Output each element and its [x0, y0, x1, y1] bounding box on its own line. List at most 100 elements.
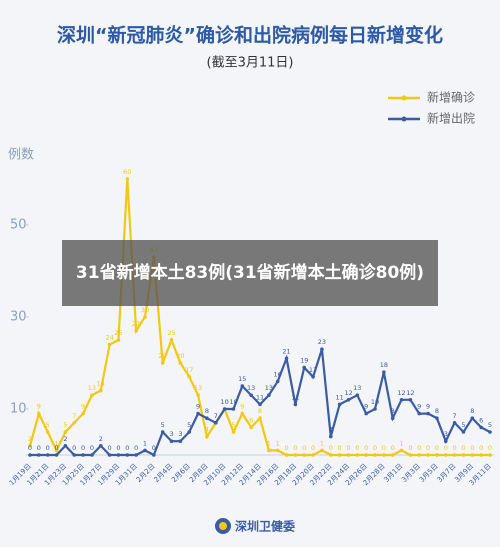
point: [258, 402, 262, 407]
chart-subtitle: (截至3月11日): [207, 56, 294, 71]
point: [187, 375, 192, 379]
point: [37, 411, 41, 416]
data-label: 12: [397, 389, 405, 397]
point: [461, 430, 466, 434]
point: [275, 448, 280, 453]
point: [328, 434, 333, 439]
point: [205, 416, 209, 421]
y-axis-label: 例数: [8, 148, 34, 163]
point: [328, 453, 333, 457]
point: [205, 434, 209, 439]
data-label: 9: [426, 403, 430, 411]
data-label: 25: [167, 329, 175, 337]
data-label: 3: [178, 430, 182, 438]
data-label: 1: [276, 439, 280, 447]
data-label: 13: [353, 384, 361, 392]
data-label: 0: [152, 444, 156, 452]
x-tick-label: 3月1日: [383, 462, 405, 484]
data-label: 5: [187, 421, 191, 429]
data-label: 30: [141, 306, 149, 314]
point: [399, 398, 404, 402]
data-label: 27: [132, 320, 140, 328]
data-label: 18: [380, 361, 388, 369]
point: [249, 393, 253, 398]
point: [169, 439, 174, 444]
data-label: 5: [231, 421, 235, 429]
data-label: 0: [346, 444, 350, 452]
data-label: 15: [238, 375, 246, 383]
point: [116, 338, 121, 342]
x-tick-label: 3月7日: [436, 462, 458, 484]
data-label: 4: [329, 426, 333, 434]
point: [364, 453, 368, 457]
point: [222, 407, 227, 411]
data-label: 1: [320, 439, 324, 447]
point: [54, 448, 59, 453]
data-label: 11: [335, 393, 343, 401]
point: [178, 361, 183, 365]
overlay-caption: 31省新增本土83例(31省新增本土确诊80例): [62, 240, 438, 306]
data-label: 0: [391, 444, 395, 452]
data-label: 9: [364, 403, 368, 411]
data-label: 0: [108, 444, 112, 452]
legend-label: 新增确诊: [427, 90, 475, 105]
point: [337, 402, 342, 407]
point: [435, 453, 439, 457]
source: 深圳卫健委: [235, 519, 296, 534]
data-label: 5: [488, 421, 492, 429]
point: [143, 315, 147, 319]
data-label: 0: [284, 444, 288, 452]
x-tick-label: 2月2日: [135, 462, 157, 484]
point: [470, 453, 475, 457]
point: [231, 407, 236, 411]
data-label: 5: [461, 421, 465, 429]
legend-marker: [401, 95, 407, 101]
data-label: 9: [196, 403, 200, 411]
data-label: 20: [176, 352, 184, 360]
point: [258, 416, 262, 421]
data-label: 1: [267, 439, 271, 447]
data-label: 10: [220, 398, 228, 406]
data-label: 0: [453, 444, 457, 452]
point: [116, 453, 121, 457]
data-label: 0: [72, 444, 76, 452]
point: [63, 444, 68, 448]
data-label: 0: [470, 444, 474, 452]
point: [488, 453, 492, 457]
y-tick-label: 30: [10, 310, 27, 325]
data-label: 10: [371, 398, 379, 406]
data-label: 10: [229, 398, 237, 406]
data-label: 2: [28, 435, 32, 443]
data-label: 1: [143, 439, 147, 447]
point: [417, 411, 422, 416]
point: [240, 384, 245, 388]
data-label: 0: [81, 444, 85, 452]
point: [196, 393, 200, 398]
point: [134, 329, 138, 333]
point: [426, 453, 430, 457]
data-label: 0: [417, 444, 421, 452]
point: [90, 393, 94, 398]
point: [213, 421, 218, 425]
point: [143, 448, 147, 453]
data-label: 8: [205, 407, 209, 415]
point: [479, 453, 483, 457]
logo-inner: [219, 522, 227, 530]
data-label: 13: [247, 384, 255, 392]
data-label: 21: [282, 347, 290, 355]
point: [443, 439, 448, 444]
data-label: 7: [214, 412, 218, 420]
data-label: 0: [311, 444, 315, 452]
point: [125, 453, 130, 457]
data-label: 14: [97, 380, 105, 388]
data-label: 16: [274, 370, 282, 378]
point: [63, 430, 68, 434]
data-label: 12: [406, 389, 414, 397]
x-tick-label: 2月4日: [153, 462, 175, 484]
data-label: 4: [205, 426, 209, 434]
data-label: 11: [256, 393, 264, 401]
data-label: 17: [309, 366, 317, 374]
point: [337, 453, 342, 457]
